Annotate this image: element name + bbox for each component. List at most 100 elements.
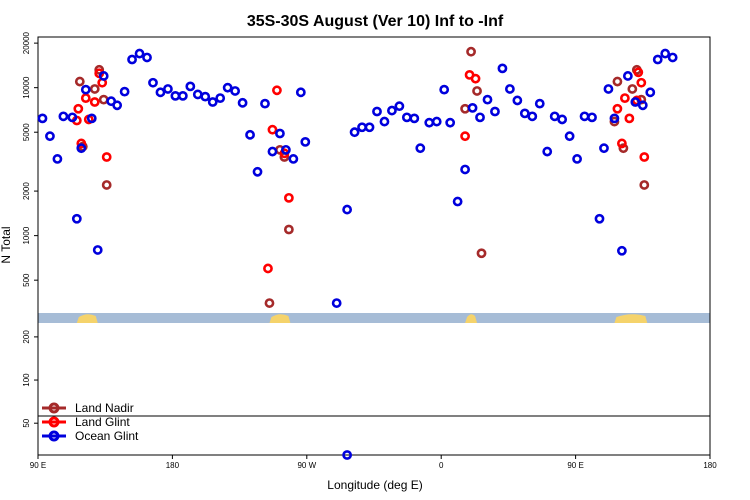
- ocean-glint-point: [177, 90, 188, 101]
- ocean-glint-point: [512, 95, 523, 106]
- land-glint-point: [80, 93, 91, 104]
- y-axis-ticks-upper: 500 1000 2000 5000 10000 20000: [22, 31, 38, 287]
- legend-marker-ocean-glint: [48, 430, 60, 442]
- land-glint-point: [272, 85, 282, 96]
- land-nadir-point: [264, 298, 275, 308]
- legend-item-land-nadir: Land Nadir: [42, 401, 134, 415]
- x-axis-ticks: 90 E 180 90 W 0 90 E 180: [30, 455, 717, 470]
- ocean-glint-point: [415, 143, 426, 154]
- y-tick-label: 500: [22, 273, 31, 287]
- land-glint-point: [633, 67, 644, 78]
- ocean-glint-point: [637, 100, 648, 111]
- ocean-glint-point: [119, 86, 130, 97]
- land-glint-point: [89, 97, 100, 107]
- ocean-glint-point: [200, 91, 211, 102]
- land-glint-point: [101, 152, 112, 162]
- ocean-glint-point: [603, 84, 614, 94]
- ocean-glint-point: [67, 112, 78, 123]
- ocean-glint-point: [482, 94, 493, 105]
- land-glint-point: [616, 138, 627, 149]
- x-tick-label: 180: [166, 461, 180, 470]
- ocean-glint-point: [342, 204, 353, 215]
- ocean-glint-point: [280, 144, 291, 155]
- ocean-glint-point: [387, 105, 397, 116]
- series-land-nadir: [74, 46, 650, 308]
- data-points: [37, 46, 678, 460]
- map-strip: [38, 313, 710, 323]
- ocean-glint-point: [542, 146, 553, 157]
- map-land-australia: [76, 314, 98, 323]
- land-nadir-point: [94, 64, 105, 75]
- ocean-glint-point: [527, 111, 538, 122]
- ocean-glint-point: [445, 117, 456, 128]
- ocean-glint-point: [45, 131, 55, 142]
- ocean-glint-point: [622, 71, 633, 81]
- ocean-glint-point: [134, 48, 145, 59]
- ocean-glint-point: [504, 84, 515, 94]
- map-land-south-america: [269, 314, 291, 323]
- ocean-glint-point: [267, 146, 278, 157]
- plot-frame: [37, 36, 711, 456]
- ocean-glint-point: [379, 116, 390, 127]
- ocean-glint-point: [587, 112, 597, 123]
- ocean-glint-point: [52, 154, 63, 164]
- land-glint-point: [639, 152, 650, 162]
- series-land-glint: [71, 67, 650, 274]
- ocean-glint-point: [237, 97, 248, 108]
- ocean-glint-point: [475, 112, 485, 123]
- ocean-glint-point: [127, 54, 137, 65]
- land-glint-point: [283, 192, 294, 203]
- land-glint-point: [619, 93, 630, 104]
- ocean-glint-point: [564, 131, 575, 142]
- ocean-glint-point: [222, 82, 233, 93]
- ocean-glint-point: [71, 213, 82, 224]
- ocean-glint-point: [490, 106, 500, 117]
- map-land-australia-repeat: [614, 314, 648, 323]
- ocean-glint-point: [192, 89, 203, 100]
- y-tick-label: 2000: [22, 182, 31, 200]
- land-nadir-point: [472, 86, 482, 96]
- ocean-glint-point: [645, 87, 656, 98]
- x-tick-label: 0: [439, 461, 444, 470]
- land-nadir-point: [476, 248, 487, 259]
- land-glint-point: [76, 138, 87, 149]
- land-nadir-point: [74, 76, 85, 87]
- ocean-glint-point: [519, 108, 530, 119]
- y-axis-label: N Total: [0, 226, 13, 263]
- ocean-glint-point: [142, 52, 152, 63]
- ocean-glint-point: [394, 101, 405, 112]
- y-tick-label: 200: [22, 330, 31, 344]
- ocean-glint-point: [86, 113, 97, 124]
- ocean-glint-point: [667, 52, 678, 63]
- lower-panel-background: [38, 323, 710, 455]
- land-glint-point: [460, 131, 470, 142]
- ocean-glint-point: [300, 137, 311, 147]
- land-nadir-point: [98, 94, 109, 105]
- ocean-glint-point: [295, 87, 306, 98]
- ocean-glint-point: [349, 127, 360, 138]
- ocean-glint-point: [630, 97, 641, 107]
- x-tick-label: 90 E: [30, 461, 46, 470]
- ocean-glint-point: [364, 122, 375, 133]
- y-tick-label: 5000: [22, 123, 31, 141]
- ocean-glint-point: [98, 71, 109, 81]
- legend-marker-land-nadir: [48, 402, 60, 414]
- ocean-glint-point: [37, 113, 48, 124]
- land-nadir-point: [101, 180, 112, 190]
- ocean-glint-point: [594, 213, 605, 224]
- land-glint-point: [267, 124, 278, 135]
- ocean-glint-point: [534, 98, 545, 109]
- ocean-glint-point: [497, 63, 508, 74]
- ocean-glint-point: [616, 245, 627, 256]
- legend-item-land-glint: Land Glint: [42, 415, 130, 429]
- land-nadir-point: [89, 84, 100, 94]
- legend-item-ocean-glint: Ocean Glint: [42, 429, 139, 443]
- ocean-glint-point: [331, 298, 342, 308]
- ocean-glint-point: [80, 84, 91, 95]
- series-ocean-glint: [37, 48, 678, 308]
- land-glint-point: [73, 103, 84, 114]
- ocean-glint-point: [148, 77, 158, 88]
- ocean-glint-point: [260, 98, 270, 109]
- ocean-glint-point: [609, 113, 620, 124]
